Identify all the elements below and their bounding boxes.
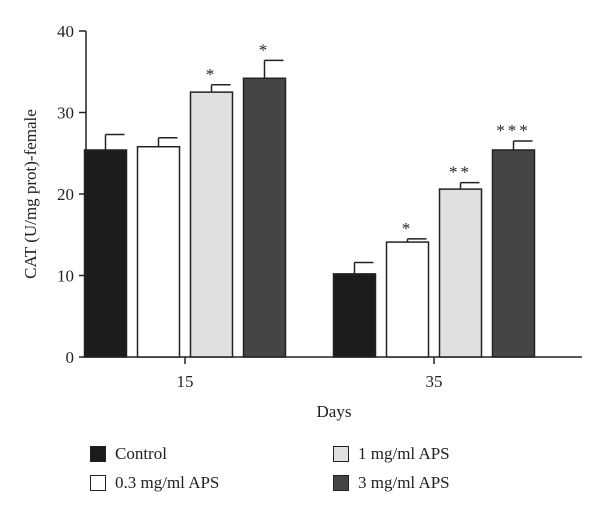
bar-0-3 [242, 77, 287, 358]
x-tick-label-1: 35 [426, 372, 443, 391]
bar-1-2 [438, 188, 483, 358]
bar-0-2 [189, 91, 234, 358]
significance-label-1-2: ** [449, 163, 472, 182]
significance-label-0-3: * [259, 40, 271, 59]
y-tick-label-3: 30 [57, 104, 74, 123]
significance-label-1-3: *** [496, 121, 531, 140]
y-axis-label: CAT (U/mg prot)-female [21, 109, 40, 279]
y-tick-label-2: 20 [57, 185, 74, 204]
bar-1-0 [332, 273, 377, 358]
bar-0-0 [83, 149, 128, 358]
bar-1-1 [385, 241, 430, 358]
y-tick-label-4: 40 [57, 22, 74, 41]
bar-0-1 [136, 145, 181, 358]
significance-label-1-1: * [402, 219, 414, 238]
x-tick-label-0: 15 [177, 372, 194, 391]
bar-1-3 [491, 149, 536, 358]
significance-label-0-2: * [206, 65, 218, 84]
y-tick-label-1: 10 [57, 267, 74, 286]
x-axis-label: Days [317, 402, 352, 421]
y-tick-label-0: 0 [66, 348, 75, 367]
